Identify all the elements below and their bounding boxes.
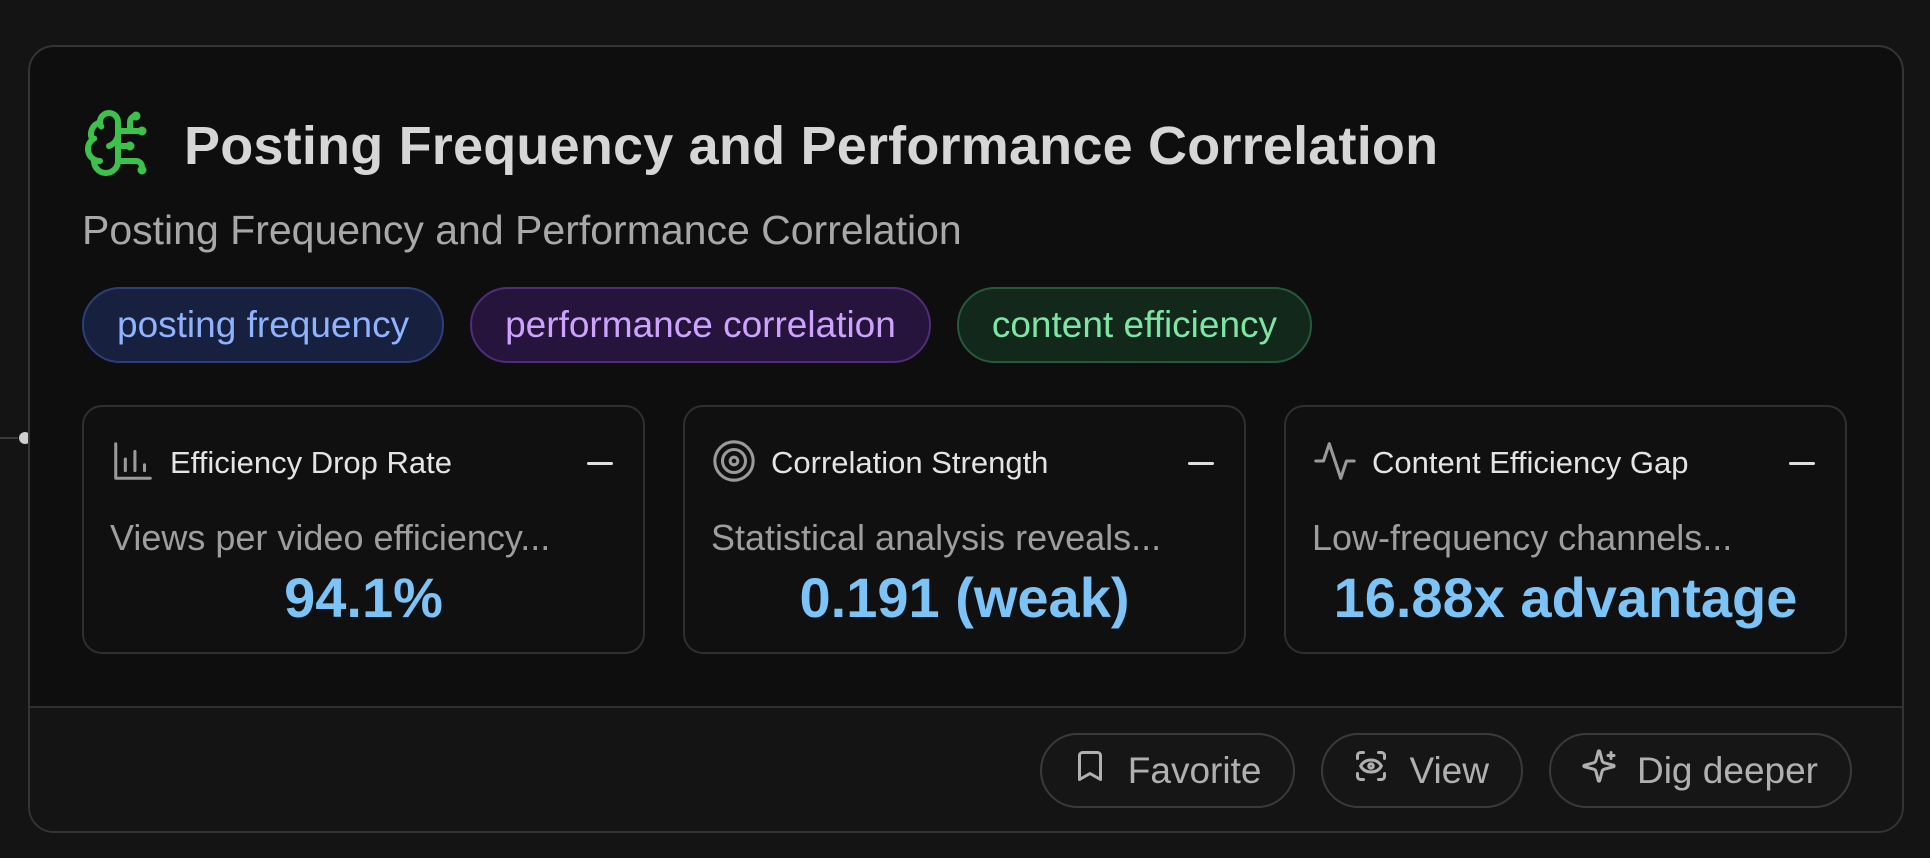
metric-title: Content Efficiency Gap bbox=[1372, 445, 1689, 480]
card-title: Posting Frequency and Performance Correl… bbox=[184, 115, 1439, 176]
metric-title: Correlation Strength bbox=[771, 445, 1049, 480]
metric-description: Statistical analysis reveals... bbox=[711, 517, 1162, 558]
connector-line bbox=[0, 437, 18, 439]
metric-value: 0.191 (weak) bbox=[799, 566, 1130, 629]
metric-description: Low-frequency channels... bbox=[1312, 517, 1733, 558]
card-subtitle: Posting Frequency and Performance Correl… bbox=[82, 207, 962, 253]
bar-chart-icon bbox=[110, 438, 156, 489]
metric-title: Efficiency Drop Rate bbox=[170, 445, 452, 480]
dig-deeper-label: Dig deeper bbox=[1636, 749, 1818, 791]
activity-icon bbox=[1312, 438, 1358, 489]
metric-card-content-efficiency-gap[interactable]: Content Efficiency Gap Low-frequency cha… bbox=[1284, 405, 1847, 654]
tag-content-efficiency[interactable]: content efficiency bbox=[956, 287, 1313, 363]
bookmark-icon bbox=[1072, 748, 1128, 793]
eye-scan-icon bbox=[1353, 748, 1409, 793]
target-icon bbox=[711, 438, 757, 489]
dig-deeper-button[interactable]: Dig deeper bbox=[1548, 733, 1852, 808]
tag-performance-correlation[interactable]: performance correlation bbox=[470, 287, 931, 363]
insight-card: Posting Frequency and Performance Correl… bbox=[28, 45, 1904, 833]
metric-value: 94.1% bbox=[284, 566, 443, 629]
tag-posting-frequency[interactable]: posting frequency bbox=[82, 287, 445, 363]
metric-description: Views per video efficiency... bbox=[110, 517, 551, 558]
minus-icon[interactable] bbox=[1188, 461, 1214, 465]
metric-card-correlation-strength[interactable]: Correlation Strength Statistical analysi… bbox=[683, 405, 1246, 654]
minus-icon[interactable] bbox=[587, 461, 613, 465]
card-header: Posting Frequency and Performance Correl… bbox=[82, 107, 1438, 184]
view-button[interactable]: View bbox=[1321, 733, 1523, 808]
metrics-row: Efficiency Drop Rate Views per video eff… bbox=[82, 405, 1847, 654]
divider bbox=[30, 706, 1902, 708]
tag-list: posting frequency performance correlatio… bbox=[82, 287, 1313, 363]
view-label: View bbox=[1409, 749, 1489, 791]
brain-circuit-icon bbox=[82, 107, 154, 184]
metric-value: 16.88x advantage bbox=[1333, 566, 1798, 629]
favorite-button[interactable]: Favorite bbox=[1039, 733, 1296, 808]
favorite-label: Favorite bbox=[1127, 749, 1262, 791]
sparkles-icon bbox=[1581, 748, 1637, 793]
action-bar: Favorite View Dig deeper bbox=[1039, 733, 1852, 808]
minus-icon[interactable] bbox=[1789, 461, 1815, 465]
metric-card-efficiency-drop[interactable]: Efficiency Drop Rate Views per video eff… bbox=[82, 405, 645, 654]
